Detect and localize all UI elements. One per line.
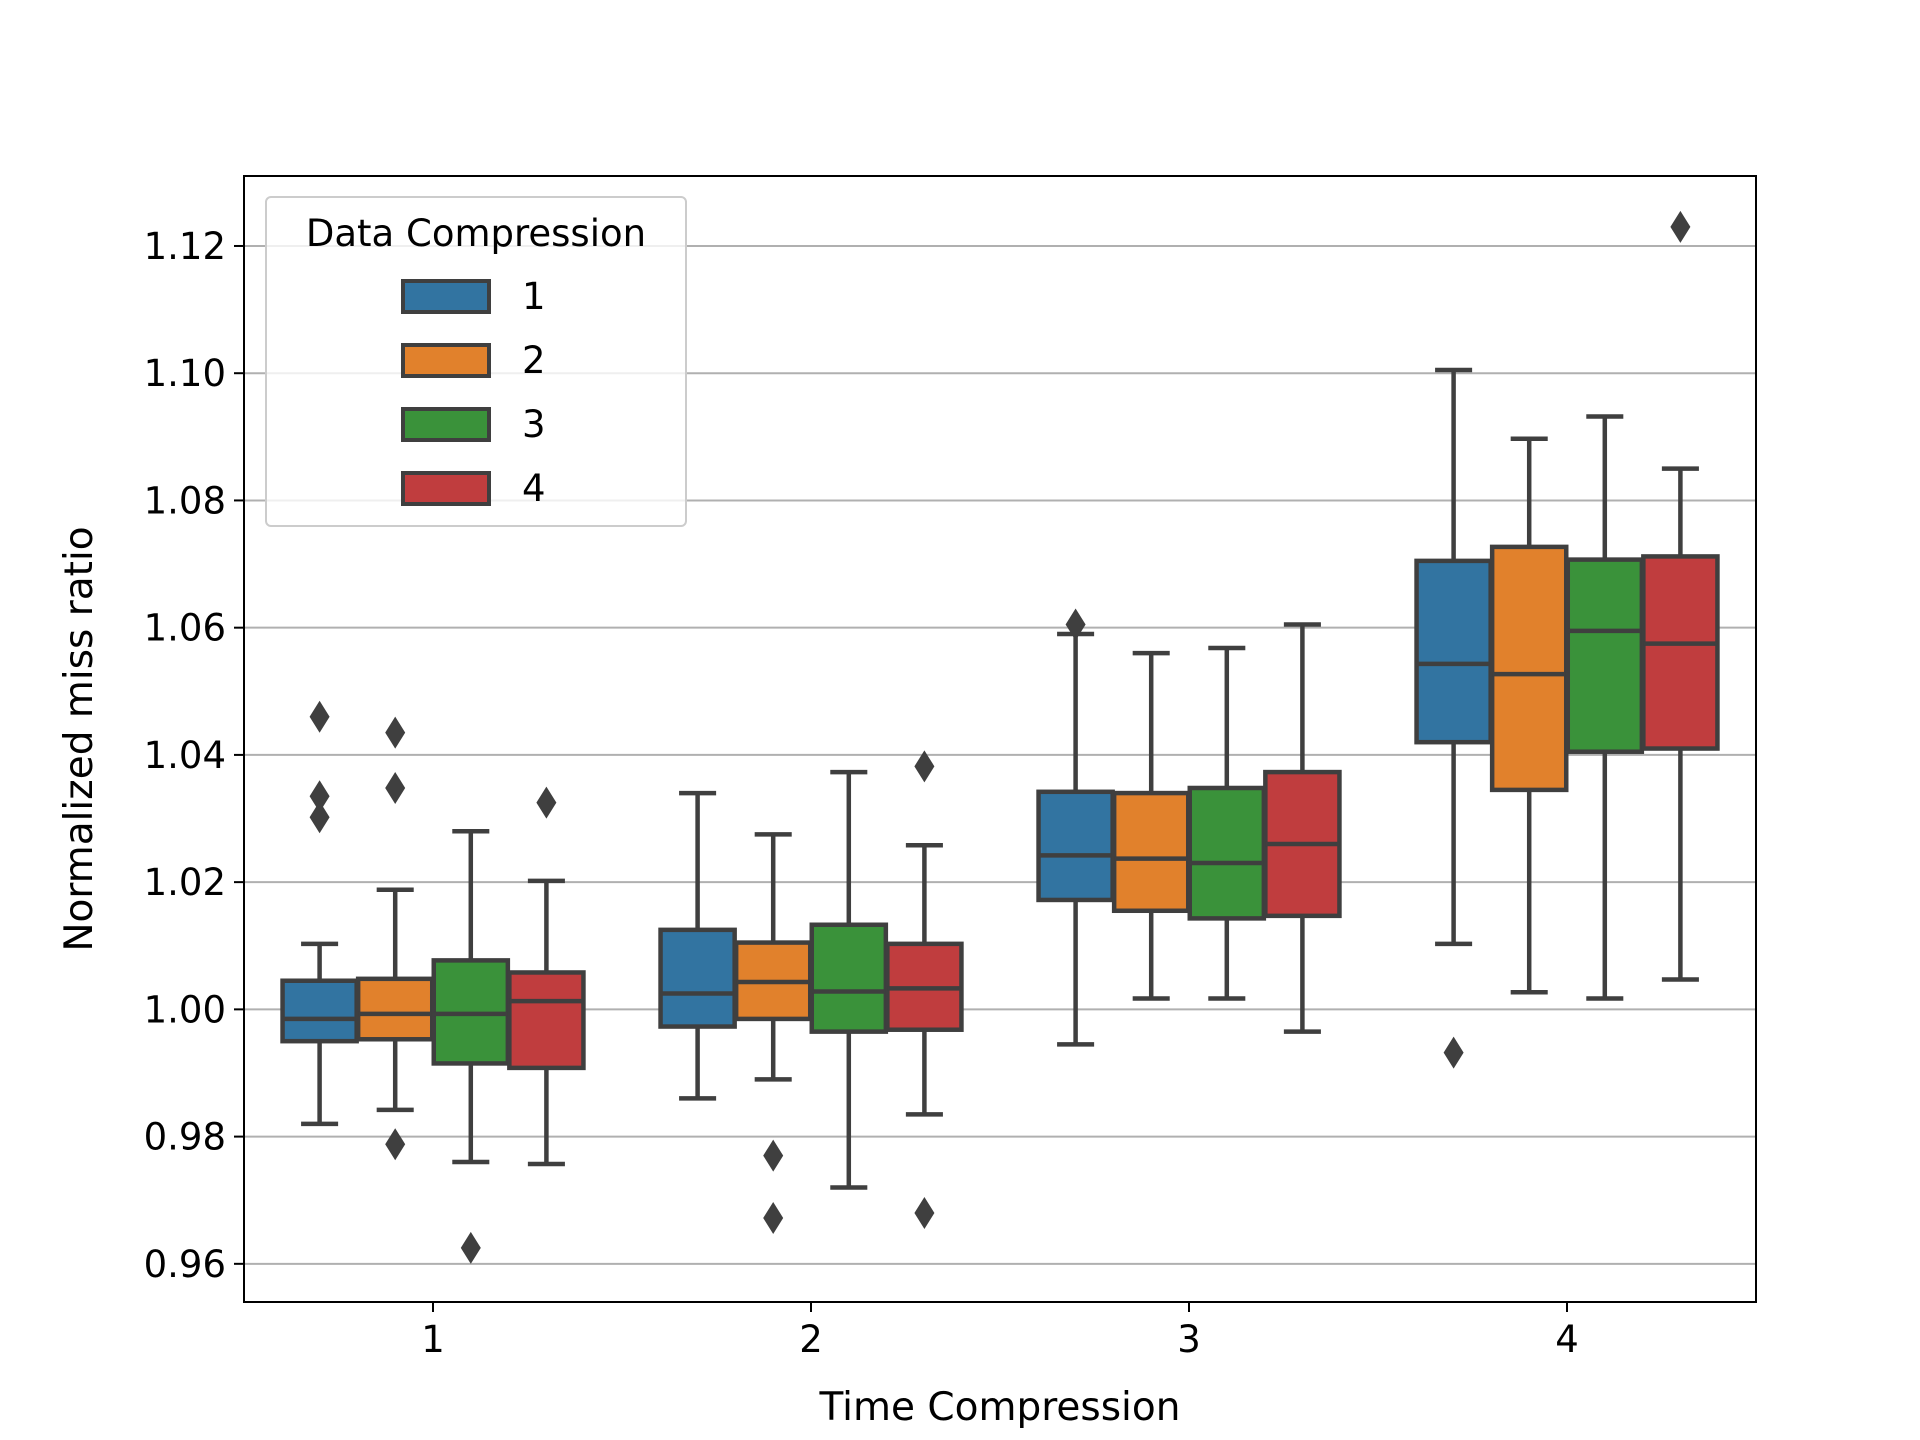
x-axis-label: Time Compression [819,1385,1181,1430]
legend-label-4: 4 [522,467,546,510]
outlier-marker [385,716,406,749]
legend-swatch-1 [401,279,491,314]
box-series-2-time-4 [1489,436,1569,995]
legend-label-1: 1 [522,275,546,318]
iqr-box [1187,785,1267,921]
outlier-marker [309,780,330,813]
legend-label-2: 2 [522,339,546,382]
box-series-2-time-1 [355,716,435,1161]
outlier-marker [385,1128,406,1161]
iqr-box [1565,557,1645,754]
iqr-box [355,976,435,1042]
plot-area-frame [243,175,1757,1303]
box-series-4-time-1 [507,786,586,1167]
box-series-3-time-2 [809,769,889,1190]
y-tick-label: 1.10 [144,352,226,395]
y-tick-label: 1.02 [144,861,226,904]
outlier-marker [1443,1036,1464,1069]
x-tick-label: 4 [1555,1318,1579,1361]
outlier-marker [385,771,406,804]
iqr-box [1036,789,1115,903]
outlier-marker [914,1196,935,1229]
x-tick-label: 3 [1177,1318,1201,1361]
y-tick-label: 0.96 [144,1243,226,1286]
box-series-1-time-4 [1414,367,1493,1069]
box-series-4-time-2 [885,750,964,1229]
box-series-1-time-1 [280,700,359,1127]
iqr-box [507,970,586,1071]
outlier-marker [536,786,557,819]
iqr-box [658,927,737,1029]
outlier-marker [1065,608,1086,641]
y-tick-label: 1.08 [144,479,226,522]
y-axis-label: Normalized miss ratio [57,526,102,951]
outlier-marker [1670,210,1691,243]
iqr-box [280,978,359,1044]
legend-swatch-4 [401,471,491,506]
x-tick-label: 1 [421,1318,445,1361]
y-tick-label: 1.00 [144,988,226,1031]
x-tick-label: 2 [799,1318,823,1361]
iqr-box [1641,554,1720,751]
legend-label-3: 3 [522,403,546,446]
outlier-marker [914,750,935,783]
box-series-4-time-3 [1263,622,1342,1034]
iqr-box [1489,544,1569,793]
box-series-4-time-4 [1641,210,1720,982]
legend-swatch-3 [401,407,491,442]
iqr-box [809,922,889,1034]
y-tick-label: 1.06 [144,607,226,650]
iqr-box [1111,790,1191,914]
box-series-1-time-2 [658,790,737,1101]
legend: Data Compression 1 2 3 4 [265,196,687,527]
axes: 0.96 0.98 1.00 1.02 1.04 1.06 1.08 1.10 1.12 1 2 3 4 [144,225,1579,1361]
y-tick-label: 0.98 [144,1116,226,1159]
box-series-1-time-3 [1036,608,1115,1047]
outlier-marker [763,1139,784,1172]
legend-swatch-2 [401,343,491,378]
box-series-2-time-2 [733,832,813,1235]
outlier-marker [309,801,330,834]
iqr-box [1414,558,1493,745]
y-tick-label: 1.12 [144,225,226,268]
legend-title: Data Compression [306,212,646,255]
box-groups [280,210,1720,1264]
outlier-marker [460,1231,481,1264]
y-tick-label: 1.04 [144,734,226,777]
box-series-3-time-3 [1187,645,1267,1001]
outlier-marker [309,700,330,733]
outlier-marker [763,1202,784,1235]
